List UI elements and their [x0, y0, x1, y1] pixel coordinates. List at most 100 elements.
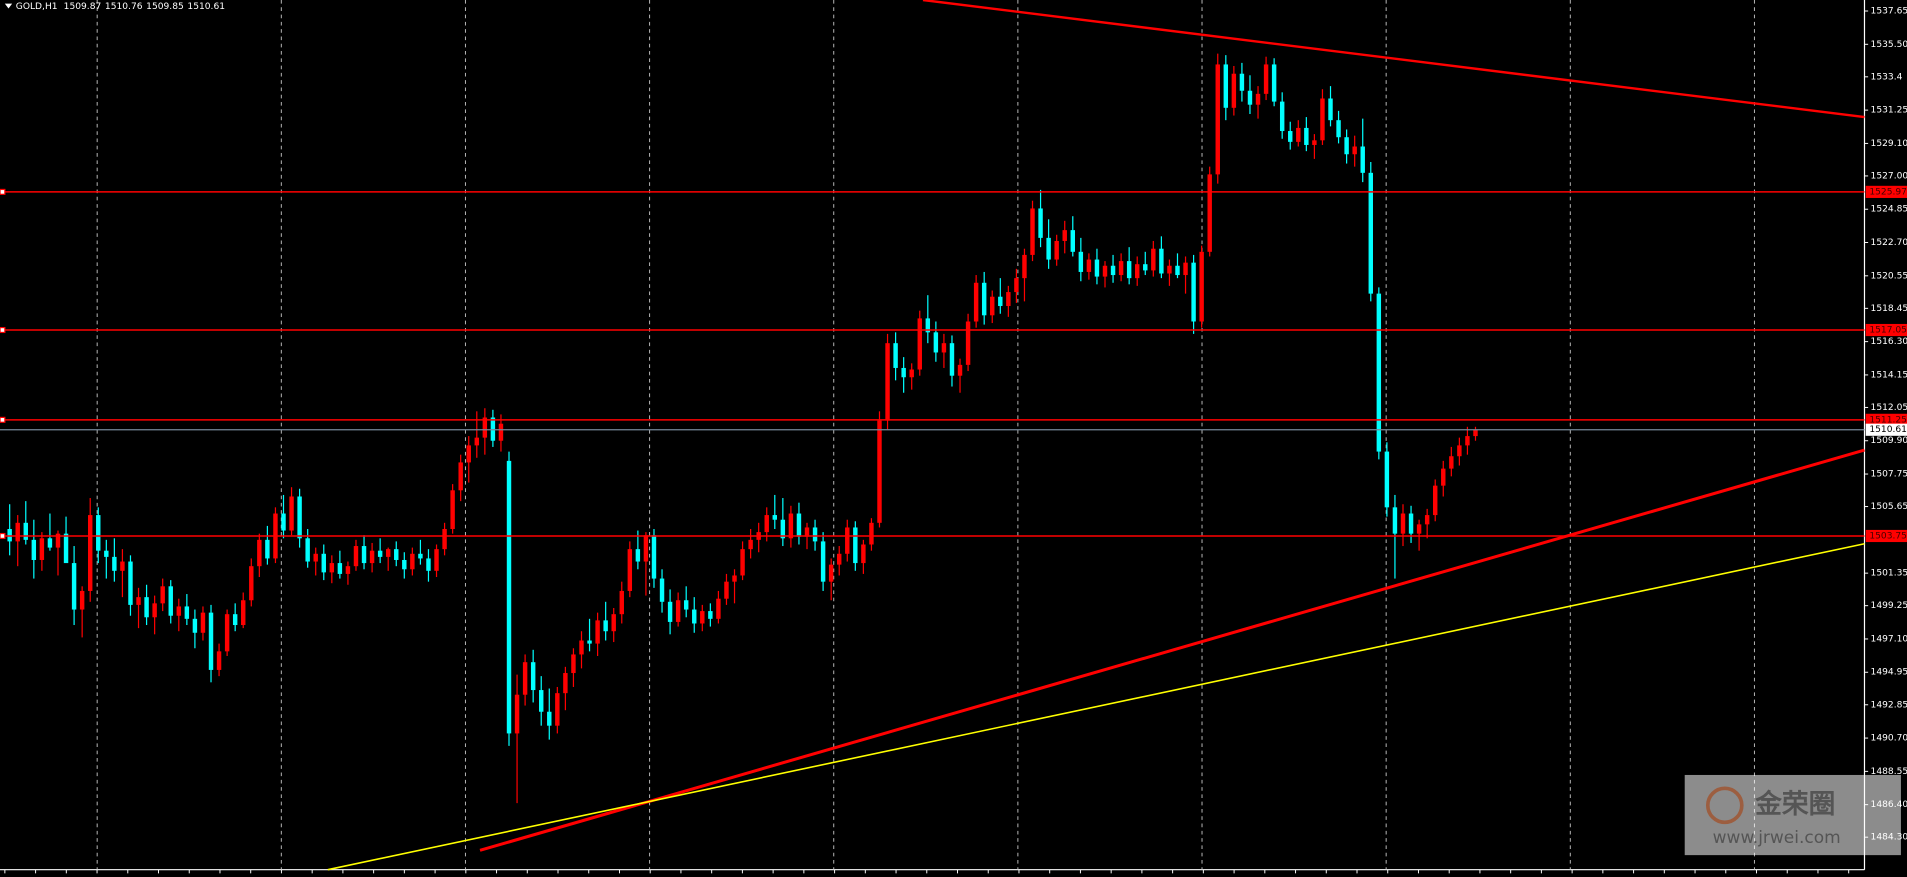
candle-body: [716, 598, 721, 619]
candle-body: [104, 550, 109, 557]
candle-body: [176, 606, 182, 616]
open: 1509.87: [64, 2, 102, 12]
candle-body: [39, 538, 45, 560]
candle-body: [361, 546, 367, 564]
candle-body: [192, 618, 198, 633]
candle-body: [506, 460, 512, 734]
candle-body: [345, 566, 351, 574]
candle-body: [780, 519, 786, 539]
trend-line: [922, 0, 1865, 119]
candle-body: [79, 590, 85, 610]
candle-body: [530, 662, 536, 691]
candle-body: [490, 417, 496, 441]
trend-line: [327, 542, 1865, 871]
candle-body: [152, 603, 157, 618]
candle-body: [136, 597, 141, 605]
candle-body: [611, 614, 616, 632]
menu-arrow[interactable]: [4, 3, 13, 9]
candle-body: [675, 600, 681, 622]
candle-body: [595, 620, 600, 644]
candle-body: [1263, 64, 1269, 94]
candle-body: [1215, 64, 1220, 175]
watermark-name: 金荣圈: [1754, 788, 1835, 820]
candle-body: [321, 553, 326, 573]
candle-body: [627, 549, 633, 591]
candle-body: [1151, 248, 1156, 271]
candle-body: [941, 343, 947, 353]
candle-body: [426, 558, 431, 571]
y-tick-label: 1494.95: [1871, 668, 1907, 678]
candle-body: [257, 539, 262, 567]
candle-body: [498, 423, 504, 441]
candle-body: [579, 640, 584, 655]
candle-body: [1014, 278, 1019, 293]
trend-line: [479, 448, 1865, 852]
y-tick-label: 1492.85: [1871, 700, 1907, 710]
candle-body: [1416, 524, 1422, 534]
candle-body: [748, 539, 753, 550]
candle-body: [1223, 64, 1229, 108]
candle-body: [683, 600, 689, 610]
candle-body: [208, 612, 214, 670]
y-tick-label: 1527.00: [1871, 171, 1907, 181]
y-tick-label: 1522.70: [1871, 238, 1907, 248]
candle-body: [949, 343, 955, 376]
candle-body: [990, 296, 995, 316]
candle-body: [377, 550, 383, 557]
candle-body: [96, 515, 101, 551]
candle-body: [1432, 485, 1438, 516]
candle-body: [1457, 445, 1462, 457]
candle-body: [965, 321, 971, 365]
candle-body: [1183, 262, 1188, 276]
candle-body: [1022, 254, 1027, 279]
candle-body: [31, 539, 37, 560]
y-tick-label: 1488.55: [1871, 767, 1907, 777]
y-tick-label: 1518.45: [1871, 304, 1907, 314]
level-handle: [0, 416, 6, 423]
candle-body: [812, 527, 818, 542]
candle-body: [1062, 230, 1067, 241]
candle-body: [1400, 513, 1406, 534]
watermark-url: www.jrwei.com: [1713, 828, 1841, 848]
candle-body: [7, 529, 12, 542]
candle-body: [933, 332, 939, 353]
candle-body: [635, 549, 641, 562]
candle-body: [563, 673, 568, 694]
candle-body: [1336, 120, 1341, 138]
candle-body: [232, 614, 238, 626]
candle-body: [1368, 172, 1373, 294]
candle-body: [241, 600, 246, 626]
y-tick-label: 1533.4: [1871, 72, 1903, 82]
candle-body: [1231, 73, 1237, 108]
candle-body: [1271, 64, 1277, 102]
y-tick-label: 1516.30: [1871, 337, 1907, 347]
candle-body: [1207, 174, 1212, 252]
watermark: 金荣圈 www.jrwei.com: [1684, 774, 1901, 856]
y-tick-label: 1524.85: [1871, 205, 1907, 215]
y-tick-label: 1505.65: [1871, 502, 1907, 512]
candle-body: [1255, 93, 1261, 105]
candle-body: [1424, 515, 1430, 525]
candle-body: [1159, 248, 1164, 274]
candle-body: [313, 553, 318, 562]
candle-body: [474, 437, 480, 446]
candle-body: [224, 614, 230, 652]
candle-body: [1465, 436, 1470, 446]
candle-body: [820, 541, 826, 582]
candle-body: [184, 606, 190, 619]
candle-body: [216, 651, 222, 670]
candle-body: [337, 563, 343, 574]
plot: [7, 53, 1478, 804]
high: 1510.76: [105, 2, 143, 12]
candle-body: [1279, 101, 1285, 132]
candle-body: [418, 553, 423, 559]
candle-body: [1288, 131, 1293, 142]
level-handle: [0, 326, 6, 334]
candle-body: [845, 527, 850, 554]
level-handle: [0, 532, 6, 540]
candle-body: [63, 533, 69, 564]
y-tick-label: 1490.70: [1871, 734, 1907, 744]
candle-body: [1360, 146, 1365, 173]
candle-body: [1296, 127, 1301, 142]
